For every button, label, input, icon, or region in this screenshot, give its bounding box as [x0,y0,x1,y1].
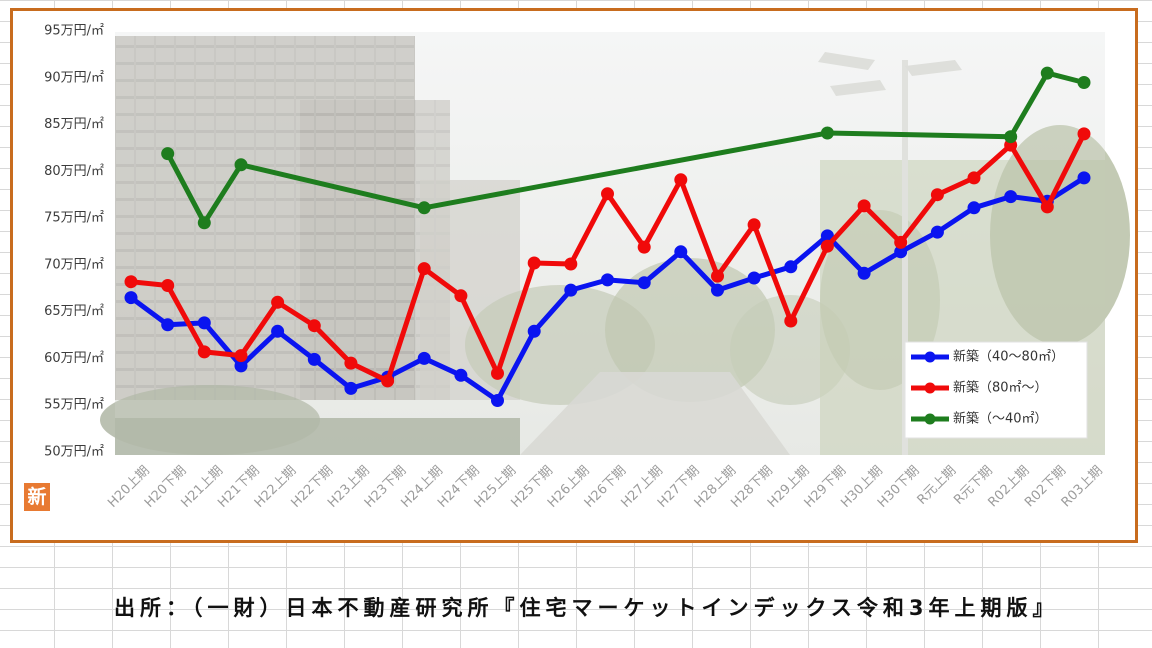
data-point [527,324,541,338]
data-point [820,126,834,140]
data-point [747,218,761,232]
legend-item: 新築（80㎡～） [911,380,1048,396]
data-point [307,352,321,366]
data-point [161,279,175,292]
data-point [197,345,211,359]
data-point [967,201,981,215]
data-point [857,199,871,213]
data-point [784,314,798,328]
data-point [894,245,908,259]
data-point [234,359,248,373]
data-point [454,289,468,303]
data-point [967,171,981,185]
data-point [857,266,871,280]
data-point [491,394,504,407]
data-point [1077,171,1091,185]
y-tick-label: 85万円/㎡ [44,117,104,132]
data-point [161,147,175,161]
source-note: 出所：（一財）日本不動産研究所『住宅マーケットインデックス令和3年上期版』 [114,596,1059,620]
data-point [527,256,541,270]
data-point [637,240,651,254]
legend-marker-icon [924,413,936,425]
y-tick-label: 65万円/㎡ [44,304,104,319]
data-point [381,374,395,388]
y-axis: 95万円/㎡ 90万円/㎡ 85万円/㎡ 80万円/㎡ 75万円/㎡ 70万円/㎡ 65万円… [44,24,104,460]
data-point [747,271,761,285]
data-point [894,235,908,249]
data-point [820,239,834,253]
data-point [344,356,358,370]
data-point [564,257,578,271]
data-point [674,173,688,187]
data-point [271,295,285,309]
legend-marker-icon [924,351,936,363]
data-point [784,260,798,274]
data-point [711,269,724,283]
y-tick-label: 60万円/㎡ [44,351,104,366]
y-tick-label: 50万円/㎡ [44,445,104,460]
data-point [234,158,248,172]
data-point [637,276,651,290]
line-chart: 95万円/㎡ 90万円/㎡ 85万円/㎡ 80万円/㎡ 75万円/㎡ 70万円/㎡ 65万円… [44,24,1130,511]
data-point [1004,130,1018,144]
y-tick-label: 95万円/㎡ [44,24,104,39]
legend-item: 新築（～40㎡） [911,411,1048,427]
background-photo [100,32,1130,455]
data-point [417,351,431,365]
y-tick-label: 80万円/㎡ [44,164,104,179]
y-tick-label: 75万円/㎡ [44,211,104,226]
y-tick-label: 70万円/㎡ [44,257,104,272]
data-point [161,318,175,332]
data-point [601,273,614,287]
data-point [1077,127,1091,141]
y-tick-label: 55万円/㎡ [44,398,104,413]
data-point [930,188,944,202]
data-point [344,381,358,395]
data-point [1077,76,1091,89]
legend-label: 新築（～40㎡） [953,411,1048,427]
data-point [197,216,211,230]
series-3 [161,66,1091,230]
data-point [454,368,468,382]
data-point [124,291,138,305]
legend: 新築（40～80㎡） 新築（80㎡～） 新築（～40㎡） [904,341,1088,439]
x-tick-label: R元上期 [915,463,960,508]
legend-label: 新築（40～80㎡） [953,349,1064,365]
data-point [711,283,724,297]
data-point [674,245,688,259]
data-point [1004,190,1018,204]
y-tick-label: 90万円/㎡ [44,70,104,85]
data-point [234,349,248,363]
data-point [307,319,321,333]
data-point [271,324,285,338]
data-point [564,283,578,297]
data-point [1040,200,1054,214]
x-axis: H20上期H20下期H21上期H21下期H22上期H22下期H23上期H23下期… [105,463,1106,511]
series-line [165,70,1087,226]
data-point [930,225,944,239]
series-1 [124,171,1091,407]
legend-label: 新築（80㎡～） [953,380,1048,396]
data-point [1040,66,1054,80]
legend-marker-icon [924,382,936,394]
data-point [417,262,431,276]
data-point [197,316,211,330]
data-point [124,275,138,289]
x-tick-label: R03上期 [1059,463,1106,510]
data-point [491,366,504,380]
series-2 [124,127,1091,388]
series-layer [124,66,1091,407]
logo: 新 [24,483,50,511]
data-point [601,187,614,201]
data-point [417,201,431,215]
legend-item: 新築（40～80㎡） [911,349,1064,365]
